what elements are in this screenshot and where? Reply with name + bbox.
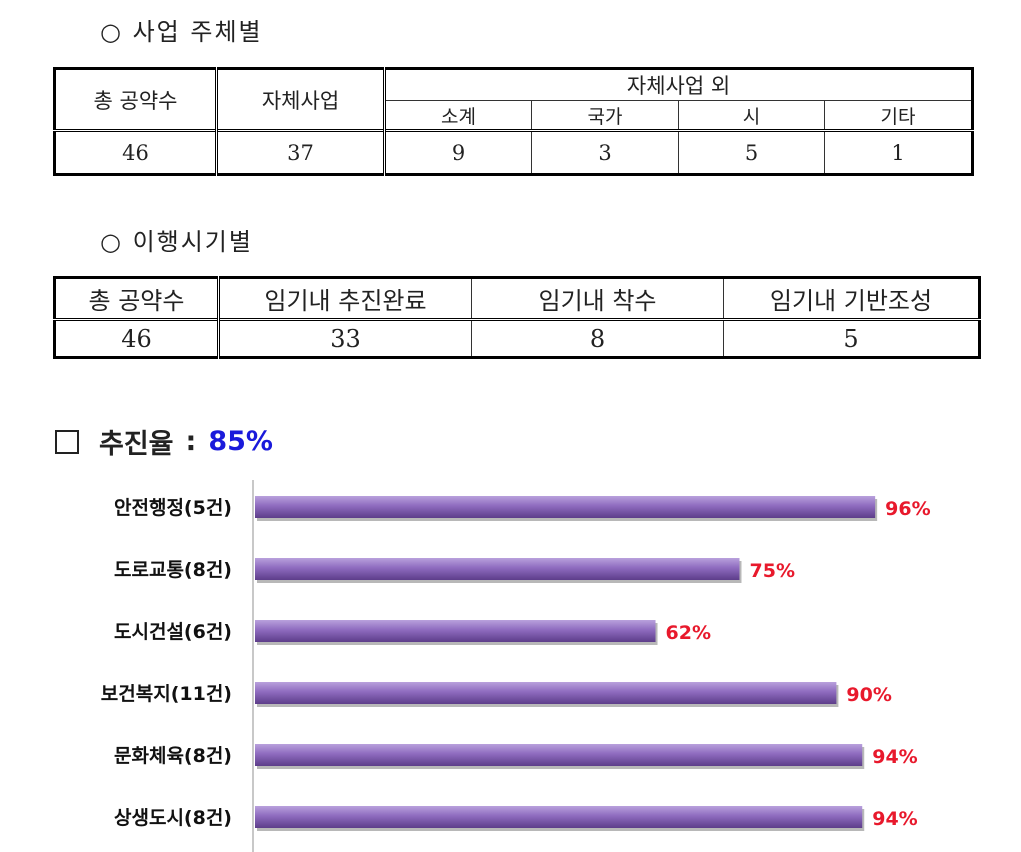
progress-rate-heading: 추진율 : 85% [55, 422, 273, 461]
period-table: 총 공약수 임기내 추진완료 임기내 착수 임기내 기반조성 46 33 8 5 [53, 276, 981, 359]
bar-value-label: 94% [872, 808, 917, 830]
header-self: 자체사업 [216, 68, 386, 131]
progress-rate-colon: : [185, 426, 197, 457]
bar-category-label: 도시건설(6건) [114, 621, 232, 643]
bar-category-label: 문화체육(8건) [114, 745, 232, 767]
period-header-total: 총 공약수 [54, 277, 220, 320]
bar [255, 496, 876, 518]
header-national: 국가 [531, 100, 679, 131]
bar-value-label: 94% [872, 746, 917, 768]
cell-self: 37 [216, 129, 386, 175]
cell-total: 46 [54, 129, 218, 175]
section-heading-by-entity: ○ 사업 주체별 [100, 18, 263, 46]
entity-table: 총 공약수 자체사업 자체사업 외 소계 국가 시 기타 46 37 9 3 5… [53, 67, 975, 176]
cell-city: 5 [678, 129, 825, 175]
bar [255, 806, 863, 828]
bar [255, 682, 837, 704]
bar-value-label: 75% [750, 560, 795, 582]
bar-category-label: 상생도시(8건) [114, 807, 232, 829]
bar-category-label: 도로교통(8건) [114, 559, 232, 581]
progress-rate-value: 85% [208, 426, 273, 457]
section-heading-by-period: ○ 이행시기별 [100, 228, 253, 256]
header-other-group: 자체사업 외 [383, 68, 974, 101]
bar [255, 620, 656, 642]
period-header-completed: 임기내 추진완료 [218, 277, 472, 320]
header-subtotal: 소계 [384, 100, 532, 131]
header-city: 시 [678, 100, 825, 131]
progress-rate-label: 추진율 [99, 429, 174, 460]
bar-category-label: 안전행정(5건) [114, 497, 232, 519]
period-header-foundation: 임기내 기반조성 [723, 277, 980, 320]
period-header-started: 임기내 착수 [471, 277, 724, 320]
bar-value-label: 96% [885, 498, 930, 520]
bar-category-label: 보건복지(11건) [101, 683, 232, 705]
header-total: 총 공약수 [54, 68, 218, 131]
cell-subtotal: 9 [384, 129, 532, 175]
square-bullet-icon [55, 429, 79, 454]
cell-national: 3 [531, 129, 679, 175]
cell-etc: 1 [823, 129, 974, 175]
period-cell-started: 8 [471, 318, 724, 358]
period-cell-foundation: 5 [723, 318, 980, 358]
bar-value-label: 90% [846, 684, 891, 706]
bar [255, 744, 863, 766]
bar [255, 558, 740, 580]
bar-value-label: 62% [666, 622, 711, 644]
progress-bar-chart: 안전행정(5건) 96% 도로교통(8건) 75% 도시건설(6건) 62% 보건복지(11… [101, 480, 931, 852]
period-cell-completed: 33 [218, 318, 472, 358]
period-cell-total: 46 [54, 318, 220, 358]
header-etc: 기타 [823, 100, 974, 131]
